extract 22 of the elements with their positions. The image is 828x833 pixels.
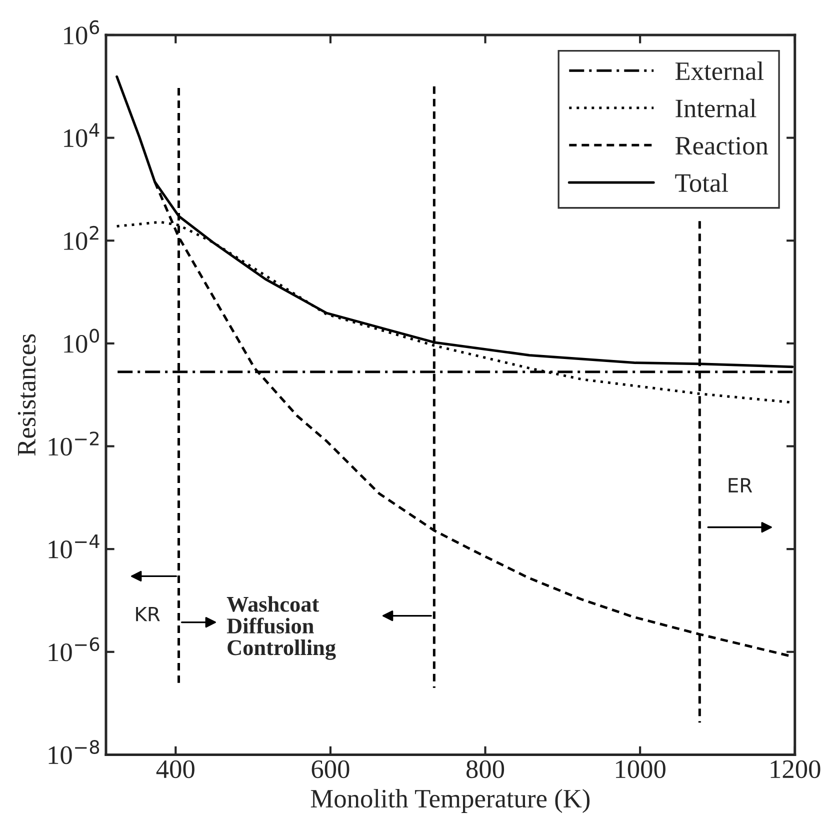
annotation: ER [728,478,752,492]
y-tick-label: 10$^{6}$ [64,20,100,44]
x-tick-label: 1000 [616,760,666,778]
annotation: Washcoat Diffusion Controlling [226,596,336,660]
x-tick-label: 400 [156,760,194,778]
y-tick-label: 10$^{0}$ [64,328,99,353]
y-tick-label: 10$^{2}$ [64,226,98,250]
legend-label: External [675,62,764,80]
legend-label: Internal [676,98,756,118]
x-axis-title: Monolith Temperature (K) [310,789,590,813]
y-tick-label: 10$^{−4}$ [48,534,100,558]
x-tick-label: 1200 [770,760,820,778]
y-tick-label: 10$^{−6}$ [48,637,100,662]
x-tick-label: 800 [466,760,504,778]
y-axis-title: Resistances [18,334,36,456]
x-tick-label: 600 [312,760,350,778]
annotation: KR [136,606,160,622]
y-tick-label: 10$^{4}$ [64,123,100,148]
legend-label: Total [675,173,728,192]
legend-label: Reaction [675,136,768,155]
y-tick-label: 10$^{−8}$ [48,740,100,764]
y-tick-label: 10$^{−2}$ [48,432,99,456]
